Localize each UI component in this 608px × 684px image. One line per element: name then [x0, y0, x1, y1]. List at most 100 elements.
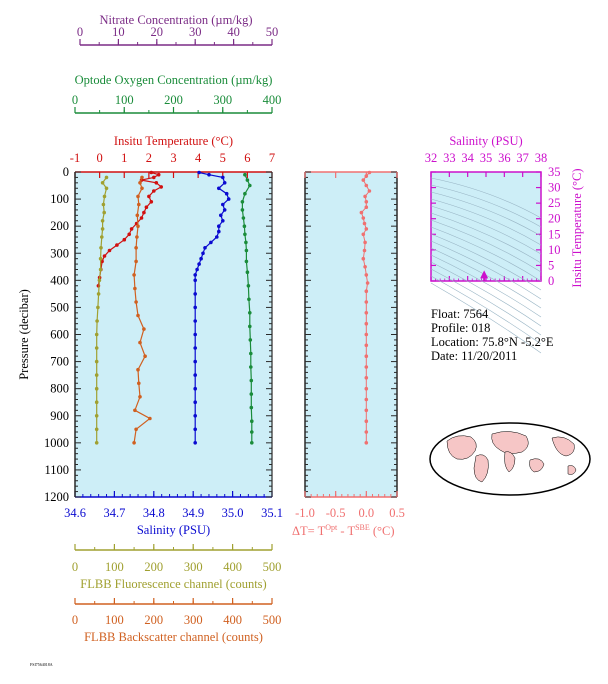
salinity-point [193, 414, 197, 418]
ts-isopycnal-line [430, 240, 542, 300]
salinity-point [203, 246, 207, 250]
dt-point [364, 376, 369, 380]
salinity-point [193, 319, 197, 323]
dt-title-part: SBE [355, 523, 370, 532]
oxygen-point [249, 405, 254, 410]
pressure-tick-label: 1000 [44, 436, 69, 450]
oxygen-axis [74, 107, 273, 114]
salinity-point [193, 346, 197, 350]
dt-point [364, 227, 369, 231]
dt-point [364, 397, 369, 402]
backscatter-point [138, 395, 142, 399]
salinity-point [207, 172, 211, 177]
ts-x-tick-label: 37 [516, 151, 529, 165]
oxygen-axis-title: Optode Oxygen Concentration (µm/kg) [75, 73, 273, 87]
backscatter-axis-title: FLBB Backscatter channel (counts) [84, 630, 263, 644]
salinity-point [217, 186, 221, 191]
tick-label: 200 [164, 93, 183, 107]
temperature-point [152, 189, 156, 193]
backscatter-point [132, 441, 136, 445]
temperature-point [127, 232, 131, 237]
dt-point [364, 343, 369, 348]
tick-label: 7 [269, 151, 275, 165]
ts-x-tick-label: 34 [461, 151, 474, 165]
map-continent [551, 436, 575, 457]
salinity-point [222, 208, 227, 212]
ts-y-tick-label: 15 [548, 227, 561, 241]
oxygen-point [249, 378, 254, 383]
fluorescence-point [104, 175, 109, 180]
map-continent [446, 435, 477, 460]
ts-y-tick-label: 0 [548, 274, 554, 288]
salinity-point [219, 213, 223, 218]
dt-point [364, 441, 369, 445]
dt-point [364, 183, 369, 188]
ts-isopycnal-line [430, 191, 542, 237]
dt-point [361, 178, 366, 182]
ts-x-tick-label: 36 [498, 151, 511, 165]
fluorescence-point [94, 386, 99, 391]
dt-point [364, 430, 369, 434]
dt-point [364, 311, 369, 315]
dt-point [362, 248, 367, 253]
ts-isopycnal-line [430, 226, 542, 282]
temperature-point [129, 227, 134, 231]
tick-label: 2 [146, 151, 152, 165]
backscatter-point [134, 427, 138, 432]
tick-label: 35.0 [222, 506, 244, 520]
dt-point [364, 200, 369, 204]
tick-label: 100 [105, 613, 124, 627]
backscatter-point [134, 246, 138, 250]
oxygen-point [250, 441, 254, 445]
dt-point [364, 419, 369, 424]
fluorescence-point [102, 194, 107, 199]
tick-label: 0 [72, 613, 78, 627]
salinity-axis-title: Salinity (PSU) [137, 523, 210, 537]
salinity-point [193, 273, 197, 277]
salinity-point [193, 441, 197, 445]
backscatter-point [142, 327, 146, 331]
tick-label: 30 [189, 25, 202, 39]
ts-y-tick-label: 35 [548, 165, 561, 179]
tick-label: 4 [195, 151, 202, 165]
plot-panels [75, 172, 541, 497]
dt-axes [304, 171, 398, 498]
salinity-point [193, 292, 197, 296]
salinity-point [224, 191, 229, 196]
salinity-point [222, 181, 227, 185]
pressure-tick-label: 700 [50, 355, 69, 369]
pressure-axis-title: Pressure (decibar) [17, 289, 31, 380]
fluorescence-point [94, 332, 99, 337]
nitrate-axis [79, 39, 273, 46]
backscatter-point [140, 186, 144, 191]
oxygen-point [240, 208, 245, 212]
tick-label: 300 [184, 560, 203, 574]
main-panel-background [75, 172, 272, 497]
tick-label: 5 [220, 151, 226, 165]
fluorescence-point [98, 256, 103, 261]
tick-label: 50 [266, 25, 279, 39]
tick-label: 34.9 [182, 506, 204, 520]
oxygen-point [249, 392, 254, 396]
map-continent [491, 431, 529, 454]
oxygen-point [248, 324, 252, 329]
dt-point [367, 189, 372, 193]
tick-label: 20 [151, 25, 164, 39]
pressure-tick-label: 1200 [44, 490, 69, 504]
salinity-point [193, 427, 197, 432]
temperature-point [147, 194, 151, 199]
dt-point [364, 365, 369, 369]
tick-label: 40 [227, 25, 240, 39]
oxygen-point [243, 172, 247, 177]
pressure-tick-label: 200 [50, 219, 69, 233]
salinity-point [197, 262, 201, 266]
tick-label: 0 [72, 560, 78, 574]
ts-y-tick-label: 5 [548, 258, 554, 272]
fluorescence-point [96, 305, 100, 310]
tick-label: 3 [170, 151, 176, 165]
tick-label: 0 [77, 25, 83, 39]
oxygen-point [242, 224, 247, 228]
oxygen-point [248, 311, 252, 315]
oxygen-point [245, 178, 250, 182]
tick-label: 100 [105, 560, 124, 574]
